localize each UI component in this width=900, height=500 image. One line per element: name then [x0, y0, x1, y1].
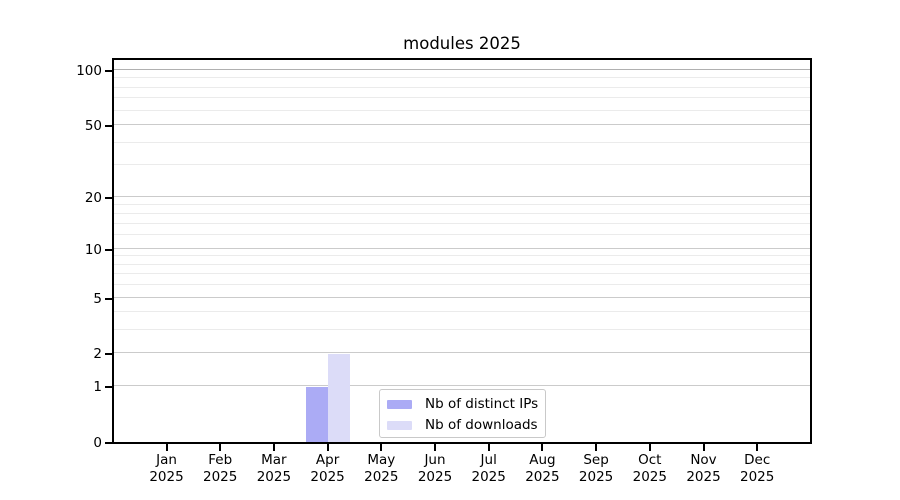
gridline-minor-70 [114, 97, 810, 99]
y-tick-label-10: 10 [84, 241, 102, 258]
y-tick-label-20: 20 [84, 189, 102, 206]
bar-nb-of-downloads-apr-2025 [327, 354, 350, 442]
x-tick-label-9: Oct 2025 [632, 452, 667, 485]
legend-label-downloads: Nb of downloads [425, 417, 538, 433]
y-tick-label-50: 50 [84, 118, 102, 135]
gridline-minor-60 [114, 109, 810, 111]
y-tick-label-2: 2 [93, 346, 102, 363]
y-tick-label-1: 1 [93, 379, 102, 396]
gridline-major-5 [114, 296, 810, 298]
x-tick-3 [326, 444, 329, 451]
y-tick-20 [105, 196, 112, 199]
x-tick-label-8: Sep 2025 [578, 452, 614, 485]
gridline-major-10 [114, 247, 810, 249]
y-tick-label-100: 100 [76, 63, 102, 79]
y-tick-1 [105, 386, 112, 389]
legend-label-distinct-ips: Nb of distinct IPs [425, 396, 539, 412]
x-tick-4 [380, 444, 383, 451]
x-tick-label-6: Jul 2025 [471, 452, 506, 485]
gridline-minor-18 [114, 203, 810, 205]
x-tick-label-0: Jan 2025 [149, 452, 184, 485]
gridline-minor-4 [114, 311, 810, 313]
x-tick-label-1: Feb 2025 [203, 452, 238, 485]
bar-nb-of-distinct-ips-apr-2025 [305, 387, 328, 442]
legend-item-distinct-ips: Nb of distinct IPs [387, 396, 539, 413]
gridline-minor-3 [114, 329, 810, 331]
plot-area [114, 60, 810, 442]
x-tick-7 [541, 444, 544, 451]
y-tick-100 [105, 70, 112, 72]
gridline-minor-8 [114, 263, 810, 265]
gridline-major-1 [114, 385, 810, 387]
gridline-minor-16 [114, 212, 810, 214]
x-tick-label-5: Jun 2025 [417, 452, 453, 485]
gridline-major-2 [114, 352, 810, 354]
x-tick-label-11: Dec 2025 [740, 452, 775, 485]
x-tick-10 [702, 444, 705, 451]
x-tick-0 [165, 444, 168, 451]
x-tick-11 [756, 444, 759, 451]
y-tick-2 [105, 353, 112, 356]
x-tick-1 [219, 444, 222, 451]
x-tick-2 [272, 444, 275, 451]
gridline-minor-40 [114, 141, 810, 143]
y-tick-10 [105, 248, 112, 251]
gridline-minor-90 [114, 77, 810, 79]
gridline-minor-9 [114, 255, 810, 257]
gridline-minor-14 [114, 222, 810, 224]
gridline-major-100 [114, 69, 810, 70]
gridline-major-20 [114, 195, 810, 197]
x-tick-9 [648, 444, 651, 451]
legend-swatch-distinct-ips [387, 399, 412, 409]
gridline-minor-80 [114, 86, 810, 88]
x-tick-8 [595, 444, 598, 451]
gridline-major-50 [114, 124, 810, 126]
x-tick-5 [434, 444, 436, 451]
y-tick-label-0: 0 [93, 435, 102, 451]
legend-item-downloads: Nb of downloads [387, 417, 538, 434]
x-tick-label-4: May 2025 [364, 452, 399, 485]
x-tick-label-7: Aug 2025 [525, 452, 560, 485]
y-tick-0 [105, 442, 112, 444]
legend-swatch-downloads [387, 420, 412, 430]
x-tick-6 [487, 444, 490, 451]
chart-title: modules 2025 [403, 34, 521, 53]
plot-frame [112, 58, 812, 444]
x-tick-label-3: Apr 2025 [310, 452, 345, 485]
gridline-minor-6 [114, 284, 810, 286]
y-tick-label-5: 5 [93, 290, 102, 307]
x-tick-label-2: Mar 2025 [256, 452, 292, 485]
y-tick-50 [105, 125, 112, 128]
x-tick-label-10: Nov 2025 [686, 452, 721, 485]
gridline-minor-7 [114, 273, 810, 275]
legend: Nb of distinct IPs Nb of downloads [379, 389, 546, 438]
y-tick-5 [105, 297, 112, 300]
gridline-minor-12 [114, 234, 810, 236]
gridline-minor-30 [114, 164, 810, 166]
